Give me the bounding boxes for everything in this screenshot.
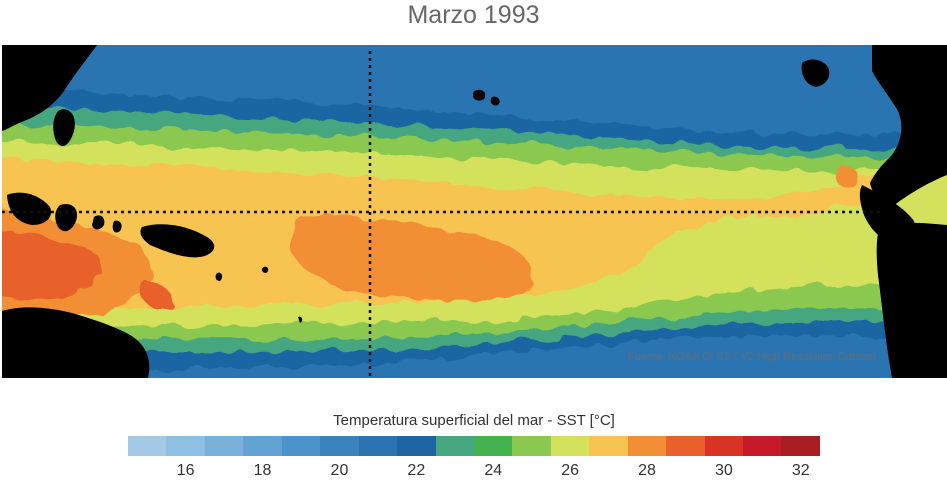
band-29-central xyxy=(289,216,535,302)
colorbar-tick-label: 20 xyxy=(330,462,349,479)
colorbar-segment xyxy=(128,436,167,456)
colorbar-segment xyxy=(781,436,820,456)
colorbar xyxy=(128,436,820,456)
colorbar-tick-label: 26 xyxy=(561,462,580,479)
colorbar-segment xyxy=(243,436,282,456)
land-fiji xyxy=(261,266,269,273)
colorbar-segment xyxy=(204,436,244,456)
colorbar-tick-label: 16 xyxy=(176,462,195,479)
land-borneo xyxy=(7,192,52,225)
band-30-coral xyxy=(137,277,173,311)
land-masses xyxy=(2,45,947,378)
colorbar-segment xyxy=(320,436,359,456)
sst-bands xyxy=(2,45,947,378)
land-new-guinea xyxy=(140,224,215,258)
band-30-west xyxy=(2,229,103,299)
colorbar-segment xyxy=(743,436,782,456)
colorbar-tick-label: 24 xyxy=(484,462,503,479)
colorbar-segment xyxy=(281,436,321,456)
sst-map-svg xyxy=(2,45,947,378)
colorbar-segment xyxy=(435,436,474,456)
colorbar-ticks: 16 18 20 22 24 26 28 30 32 xyxy=(128,462,820,480)
data-source: Fuente: NOAA OI SST V2 High Resolution D… xyxy=(628,351,877,363)
colorbar-segment xyxy=(397,436,436,456)
colorbar-tick-label: 18 xyxy=(253,462,272,479)
land-asia xyxy=(2,45,97,131)
land-hawaii-a xyxy=(472,89,486,101)
colorbar-segment xyxy=(704,436,743,456)
land-vanuatu xyxy=(215,272,223,281)
colorbar-tick-label: 28 xyxy=(638,462,656,479)
colorbar-segment xyxy=(550,436,590,456)
land-north-america xyxy=(870,45,947,207)
land-baja xyxy=(801,59,830,87)
colorbar-segment xyxy=(589,436,628,456)
land-islands-a xyxy=(92,215,105,230)
sst-map xyxy=(2,45,947,378)
colorbar-segment xyxy=(166,436,205,456)
land-hawaii-b xyxy=(490,96,500,106)
colorbar-segment xyxy=(666,436,705,456)
land-tonga xyxy=(298,316,303,323)
band-29-east xyxy=(832,163,861,188)
map-title: Marzo 1993 xyxy=(407,1,540,29)
colorbar-segment xyxy=(358,436,398,456)
land-philippines xyxy=(53,109,75,146)
colorbar-tick-label: 22 xyxy=(407,462,426,479)
colorbar-tick-label: 32 xyxy=(791,462,810,479)
colorbar-segment xyxy=(627,436,667,456)
colorbar-segment xyxy=(512,436,551,456)
land-islands-b xyxy=(112,220,122,233)
colorbar-segment xyxy=(473,436,513,456)
colorbar-tick-label: 30 xyxy=(714,462,733,479)
colorbar-title: Temperatura superficial del mar - SST [°… xyxy=(333,412,615,429)
land-australia xyxy=(2,307,150,378)
land-south-america xyxy=(876,222,947,378)
